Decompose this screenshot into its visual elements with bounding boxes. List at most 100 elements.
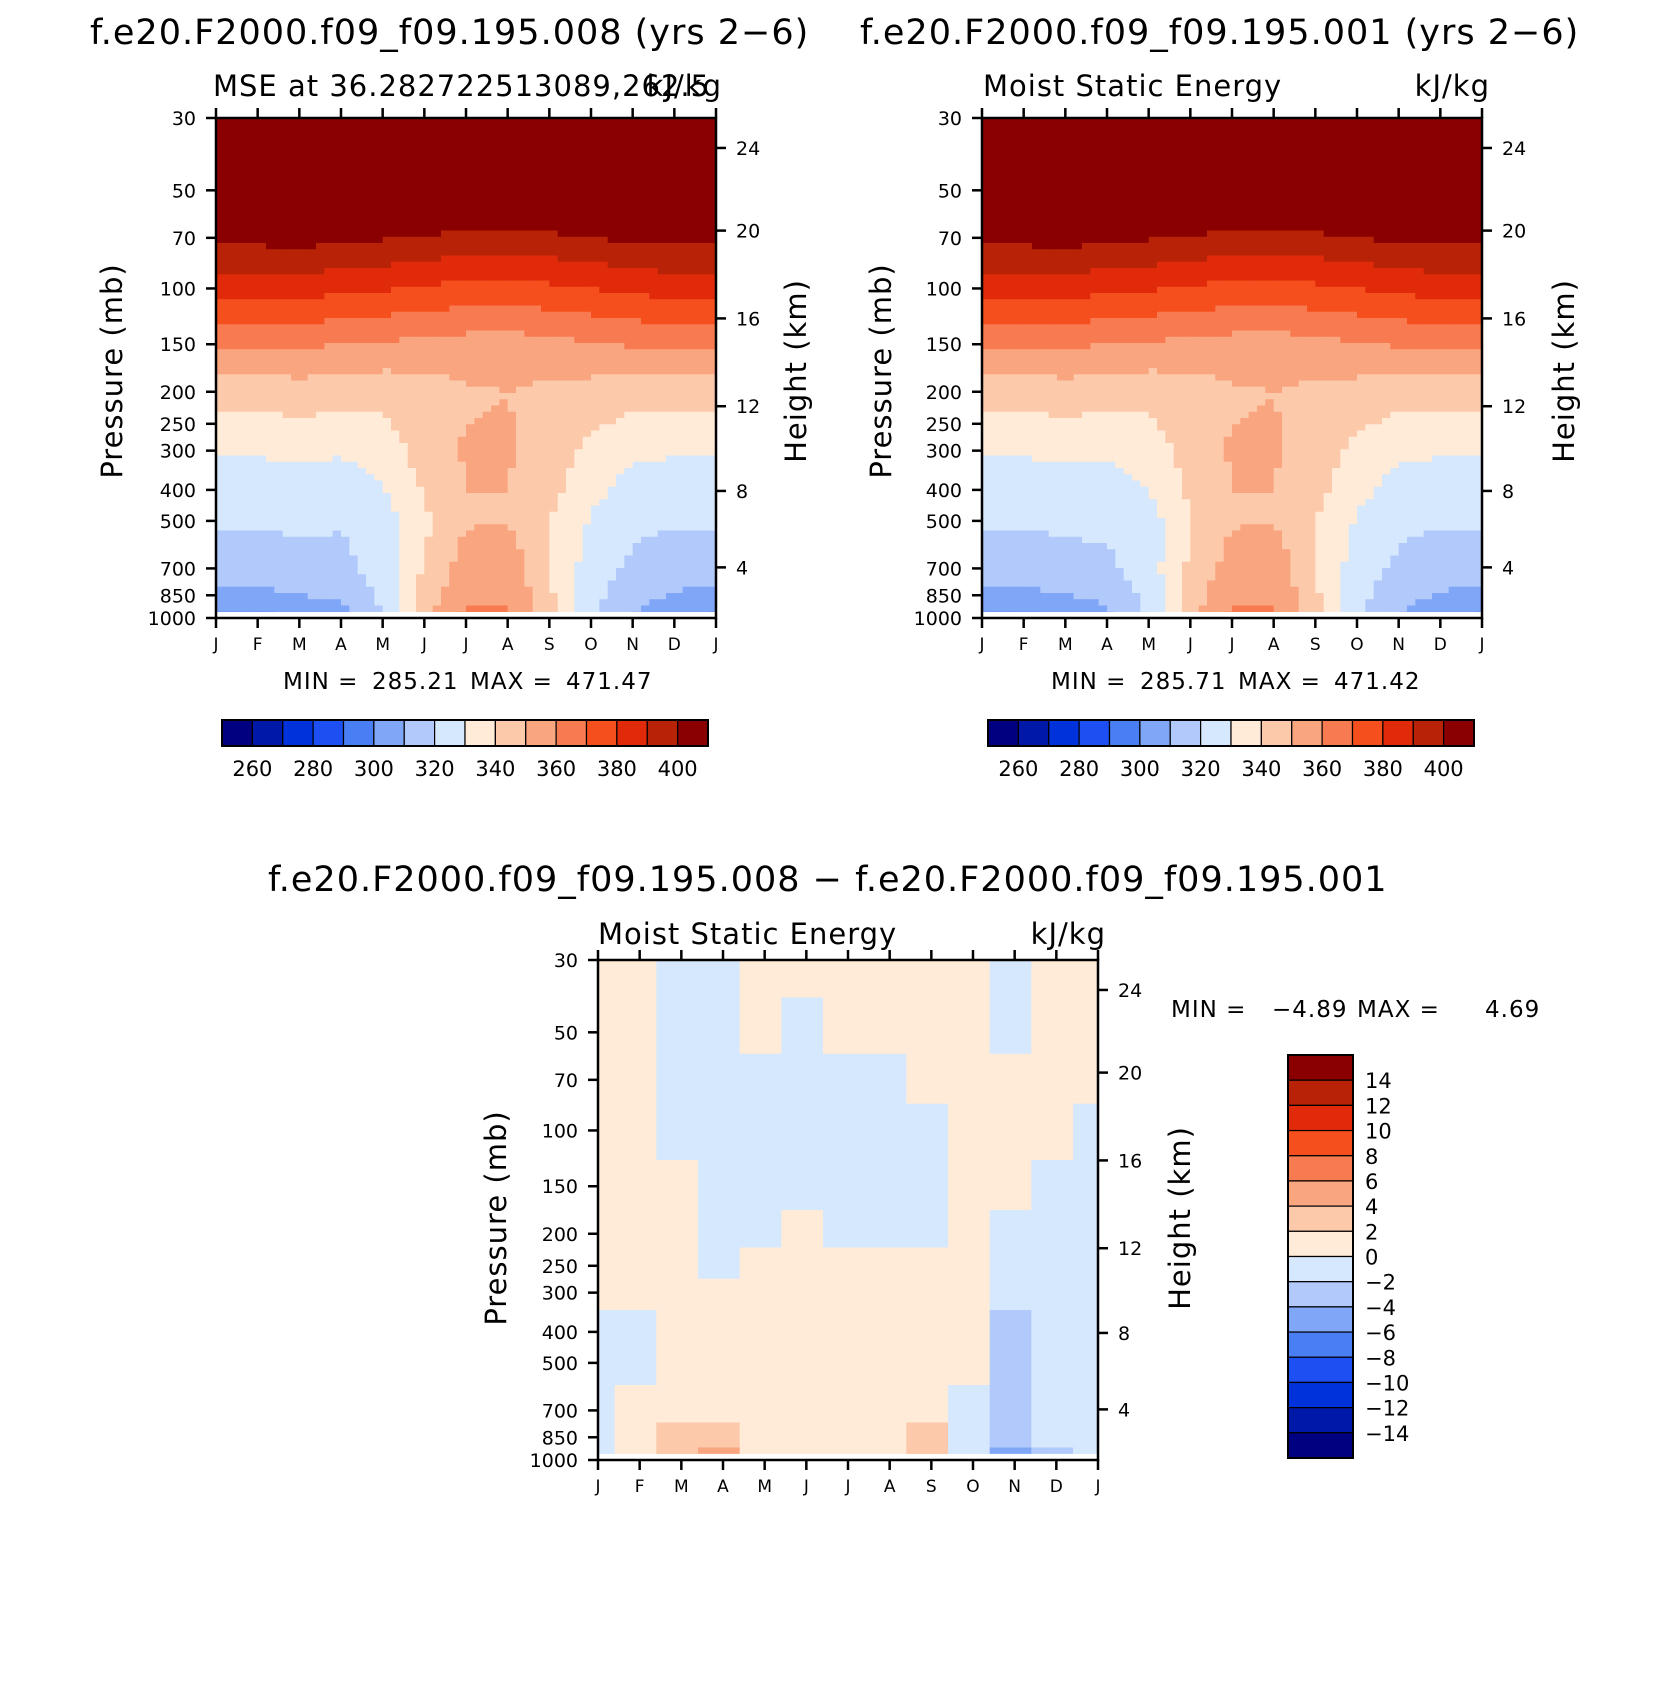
- field-cell: [424, 274, 433, 281]
- field-cell: [533, 412, 542, 419]
- field-cell: [499, 287, 508, 294]
- field-cell: [299, 218, 308, 225]
- field-cell: [408, 456, 417, 463]
- field-cell: [341, 599, 350, 606]
- field-cell: [641, 162, 650, 169]
- field-cell: [249, 337, 258, 344]
- field-cell: [474, 343, 483, 350]
- field-cell: [666, 462, 675, 469]
- field-cell: [424, 456, 433, 463]
- x-tick-label: M: [292, 635, 307, 655]
- field-cell: [216, 156, 225, 163]
- field-cell: [566, 362, 575, 369]
- field-cell: [374, 218, 383, 225]
- field-cell: [374, 349, 383, 356]
- field-cell: [283, 556, 292, 563]
- field-cell: [483, 493, 492, 500]
- field-cell: [333, 168, 342, 175]
- field-cell: [549, 274, 558, 281]
- field-cell: [524, 137, 533, 144]
- field-cell: [458, 212, 467, 219]
- field-cell: [683, 512, 692, 519]
- field-cell: [324, 237, 333, 244]
- field-cell: [249, 206, 258, 213]
- field-cell: [216, 324, 225, 331]
- field-cell: [499, 468, 508, 475]
- field-cell: [516, 124, 525, 131]
- field-cell: [399, 418, 408, 425]
- field-cell: [483, 224, 492, 231]
- field-cell: [416, 537, 425, 544]
- field-cell: [466, 318, 475, 325]
- field-cell: [683, 212, 692, 219]
- field-cell: [641, 212, 650, 219]
- field-cell: [491, 181, 500, 188]
- field-cell: [299, 312, 308, 319]
- field-cell: [233, 587, 242, 594]
- field-cell: [224, 318, 233, 325]
- field-cell: [591, 487, 600, 494]
- field-cell: [233, 143, 242, 150]
- field-cell: [508, 174, 517, 181]
- x-tick-label: J: [712, 635, 718, 655]
- field-cell: [558, 537, 567, 544]
- field-cell: [224, 506, 233, 513]
- field-cell: [249, 437, 258, 444]
- field-cell: [566, 456, 575, 463]
- field-cell: [591, 312, 600, 319]
- field-cell: [699, 131, 708, 138]
- field-cell: [274, 599, 283, 606]
- field-cell: [649, 262, 658, 269]
- field-cell: [266, 474, 275, 481]
- field-cell: [658, 518, 667, 525]
- field-cell: [358, 168, 367, 175]
- field-cell: [1040, 124, 1049, 131]
- field-cell: [699, 199, 708, 206]
- field-cell: [549, 131, 558, 138]
- field-cell: [399, 587, 408, 594]
- field-cell: [408, 337, 417, 344]
- field-cell: [608, 256, 617, 263]
- field-cell: [533, 456, 542, 463]
- field-cell: [658, 399, 667, 406]
- field-cell: [583, 418, 592, 425]
- field-cell: [299, 237, 308, 244]
- field-cell: [649, 424, 658, 431]
- field-cell: [441, 437, 450, 444]
- field-cell: [508, 206, 517, 213]
- field-cell: [533, 224, 542, 231]
- field-cell: [283, 162, 292, 169]
- field-cell: [341, 468, 350, 475]
- field-cell: [383, 199, 392, 206]
- field-cell: [474, 206, 483, 213]
- field-cell: [391, 499, 400, 506]
- field-cell: [441, 256, 450, 263]
- field-cell: [491, 462, 500, 469]
- field-cell: [316, 562, 325, 569]
- field-cell: [599, 299, 608, 306]
- field-cell: [391, 174, 400, 181]
- field-cell: [358, 281, 367, 288]
- field-cell: [674, 143, 683, 150]
- field-cell: [608, 406, 617, 413]
- field-cell: [274, 406, 283, 413]
- field-cell: [516, 499, 525, 506]
- field-cell: [308, 524, 317, 531]
- field-cell: [574, 306, 583, 313]
- field-cell: [574, 606, 583, 613]
- field-cell: [224, 331, 233, 338]
- field-cell: [366, 512, 375, 519]
- field-cell: [466, 143, 475, 150]
- field-cell: [591, 481, 600, 488]
- field-cell: [649, 124, 658, 131]
- field-cell: [233, 431, 242, 438]
- field-cell: [616, 218, 625, 225]
- field-cell: [324, 381, 333, 388]
- field-cell: [508, 493, 517, 500]
- field-cell: [524, 599, 533, 606]
- field-cell: [241, 456, 250, 463]
- field-cell: [683, 281, 692, 288]
- field-cell: [458, 462, 467, 469]
- field-cell: [499, 293, 508, 300]
- field-cell: [508, 418, 517, 425]
